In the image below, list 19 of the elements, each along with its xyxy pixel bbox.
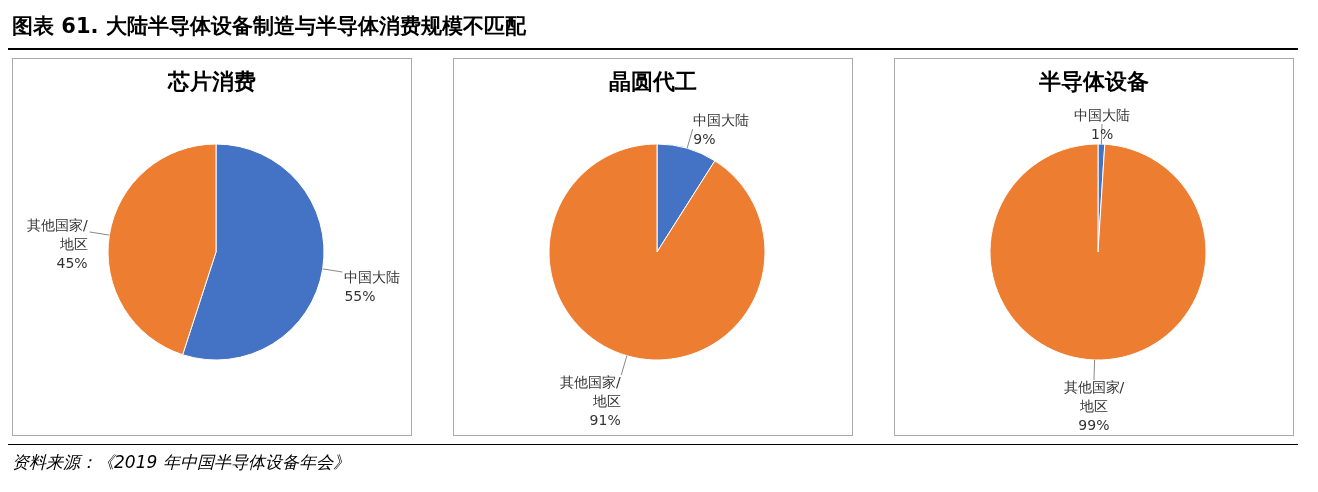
chart-title: 芯片消费: [166, 68, 257, 96]
data-label: 45%: [56, 254, 88, 271]
data-label: 9%: [693, 131, 716, 148]
text: 资料来源：《2019 年中国半导体设备年会》: [12, 452, 350, 472]
slice-label: 其他国家/地区: [560, 373, 622, 409]
chart-title: 半导体设备: [1038, 68, 1150, 96]
data-label: 55%: [344, 288, 376, 305]
pie-slice: [989, 143, 1207, 361]
data-label: 99%: [1078, 416, 1110, 433]
text: 图表 61. 大陆半导体设备制造与半导体消费规模不匹配: [12, 14, 526, 38]
slice-label: 中国大陆: [344, 269, 401, 286]
slice-label: 其他国家/地区: [26, 216, 88, 252]
chart-title: 晶圆代工: [608, 68, 698, 96]
slice-label: 中国大陆: [693, 112, 750, 129]
data-label: 1%: [1090, 126, 1114, 143]
pie-slice: [548, 143, 766, 361]
slice-label: 中国大陆: [1074, 107, 1131, 124]
data-label: 91%: [589, 411, 621, 428]
slice-label: 其他国家/地区: [1063, 378, 1125, 414]
